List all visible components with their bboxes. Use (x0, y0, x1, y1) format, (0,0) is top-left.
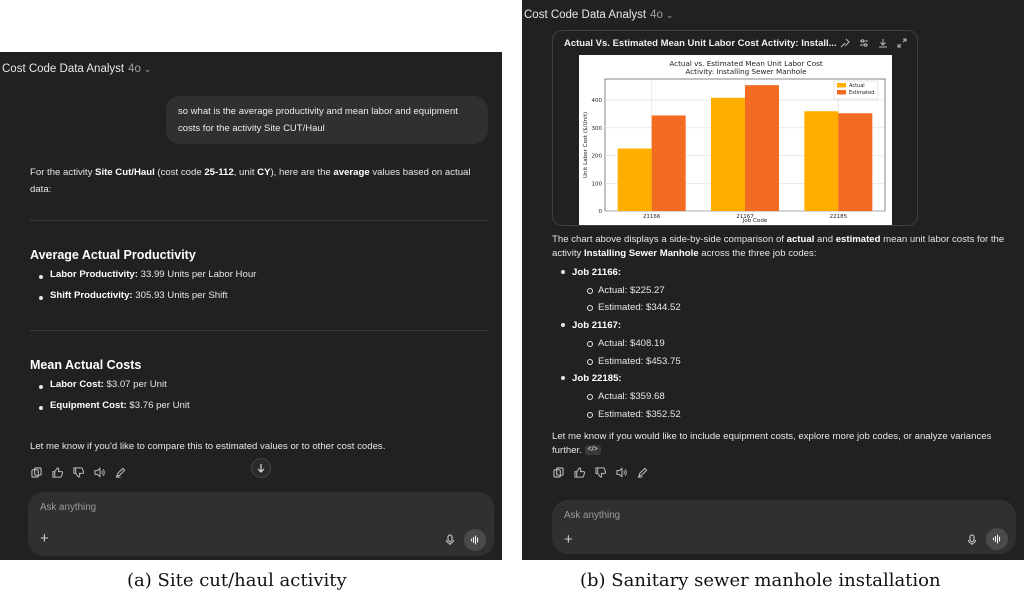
thumbs-up-icon[interactable] (573, 466, 585, 478)
chevron-down-icon: ⌄ (665, 9, 674, 20)
bar-actual (617, 148, 652, 211)
list-item: Labor Cost: $3.07 per Unit (38, 379, 478, 400)
section-heading-productivity: Average Actual Productivity (30, 248, 196, 262)
edit-icon[interactable] (636, 466, 648, 478)
arrow-down-icon (257, 464, 265, 473)
color-palette-icon[interactable] (839, 37, 850, 48)
edit-icon[interactable] (114, 466, 126, 478)
assistant-intro: The chart above displays a side-by-side … (552, 234, 1005, 259)
model-name: 4o (128, 63, 141, 75)
waveform-icon (992, 534, 1001, 544)
y-tick-label: 0 (599, 209, 603, 215)
y-tick-label: 300 (592, 126, 603, 132)
job-item: Job 22185: Actual: $359.68 Estimated: $3… (560, 370, 1000, 423)
legend-swatch (837, 83, 846, 88)
plus-icon[interactable]: + (564, 531, 573, 548)
composer-input[interactable]: Ask anything (564, 510, 621, 521)
list-item: Equipment Cost: $3.76 per Unit (38, 400, 478, 411)
download-icon[interactable] (877, 37, 888, 48)
job-actual: Actual: $225.27 (586, 282, 1000, 300)
voice-mode-button[interactable] (464, 529, 486, 551)
chart-toolbar (839, 37, 907, 48)
code-chip[interactable]: </> (584, 445, 601, 456)
app-title: Cost Code Data Analyst (524, 9, 647, 21)
model-selector[interactable]: Cost Code Data Analyst 4o ⌄ (2, 52, 151, 86)
chart-title-line-1: Actual vs. Estimated Mean Unit Labor Cos… (669, 59, 823, 68)
message-composer[interactable]: Ask anything + (552, 500, 1016, 554)
job-estimated: Estimated: $352.52 (586, 406, 1000, 424)
job-list: Job 21166: Actual: $225.27 Estimated: $3… (560, 264, 1000, 423)
list-item: Labor Productivity: 33.99 Units per Labo… (38, 269, 478, 290)
legend-swatch (837, 90, 846, 95)
user-message: so what is the average productivity and … (166, 96, 488, 144)
microphone-icon[interactable] (966, 533, 978, 545)
job-estimated: Estimated: $453.75 (586, 353, 1000, 371)
thumbs-down-icon[interactable] (594, 466, 606, 478)
costs-list: Labor Cost: $3.07 per Unit Equipment Cos… (38, 379, 478, 411)
caption-a: (a) Site cut/haul activity (127, 570, 347, 591)
y-tick-label: 400 (592, 98, 603, 104)
x-axis-label: Job Code (742, 218, 768, 224)
chat-panel-a: Cost Code Data Analyst 4o ⌄ so what is t… (0, 52, 502, 560)
assistant-closing: Let me know if you'd like to compare thi… (30, 441, 386, 452)
read-aloud-icon[interactable] (615, 466, 627, 478)
bar-actual (804, 111, 839, 211)
settings-sliders-icon[interactable] (858, 37, 869, 48)
divider (30, 330, 488, 331)
x-tick-label: 22185 (830, 214, 848, 220)
waveform-icon (470, 535, 479, 545)
bar-estimated (651, 115, 686, 211)
voice-mode-button[interactable] (986, 528, 1008, 550)
bar-actual (711, 97, 745, 211)
legend-label: Actual (849, 83, 865, 89)
bar-chart: Actual vs. Estimated Mean Unit Labor Cos… (583, 59, 886, 224)
job-item: Job 21167: Actual: $408.19 Estimated: $4… (560, 317, 1000, 370)
microphone-icon[interactable] (444, 533, 456, 545)
chart-title-line-2: Activity: Installing Sewer Manhole (685, 67, 807, 76)
job-actual: Actual: $408.19 (586, 335, 1000, 353)
copy-icon[interactable] (30, 466, 42, 478)
chart-card: Actual Vs. Estimated Mean Unit Labor Cos… (552, 30, 918, 226)
copy-icon[interactable] (552, 466, 564, 478)
assistant-intro: For the activity Site Cut/Haul (cost cod… (30, 167, 471, 195)
assistant-closing: Let me know if you would like to include… (552, 431, 992, 456)
chart-card-title: Actual Vs. Estimated Mean Unit Labor Cos… (564, 38, 837, 49)
message-actions (30, 466, 126, 478)
model-selector[interactable]: Cost Code Data Analyst 4o ⌄ (524, 0, 673, 30)
bar-estimated (745, 85, 779, 211)
model-name: 4o (650, 9, 663, 21)
composer-input[interactable]: Ask anything (40, 502, 97, 513)
section-heading-costs: Mean Actual Costs (30, 358, 142, 372)
y-tick-label: 100 (592, 181, 603, 187)
bar-estimated (838, 113, 873, 211)
x-tick-label: 21167 (736, 214, 754, 220)
plus-icon[interactable]: + (40, 530, 49, 547)
expand-icon[interactable] (896, 37, 907, 48)
chart-plot: Actual vs. Estimated Mean Unit Labor Cos… (579, 55, 892, 225)
x-tick-label: 21166 (643, 214, 661, 220)
y-tick-label: 200 (592, 154, 603, 160)
scroll-down-button[interactable] (251, 458, 271, 478)
legend-label: Estimated (849, 90, 874, 96)
thumbs-down-icon[interactable] (72, 466, 84, 478)
read-aloud-icon[interactable] (93, 466, 105, 478)
divider (30, 220, 488, 221)
chevron-down-icon: ⌄ (143, 63, 152, 74)
productivity-list: Labor Productivity: 33.99 Units per Labo… (38, 269, 478, 301)
y-axis-label: Unit Labor Cost ($/Unit) (583, 112, 589, 178)
message-actions (552, 466, 648, 478)
list-item: Shift Productivity: 305.93 Units per Shi… (38, 290, 478, 301)
app-title: Cost Code Data Analyst (2, 63, 125, 75)
job-item: Job 21166: Actual: $225.27 Estimated: $3… (560, 264, 1000, 317)
job-estimated: Estimated: $344.52 (586, 299, 1000, 317)
message-composer[interactable]: Ask anything + (28, 492, 494, 556)
caption-b: (b) Sanitary sewer manhole installation (580, 570, 941, 591)
chat-panel-b: Cost Code Data Analyst 4o ⌄ Actual Vs. E… (522, 0, 1024, 560)
job-actual: Actual: $359.68 (586, 388, 1000, 406)
thumbs-up-icon[interactable] (51, 466, 63, 478)
